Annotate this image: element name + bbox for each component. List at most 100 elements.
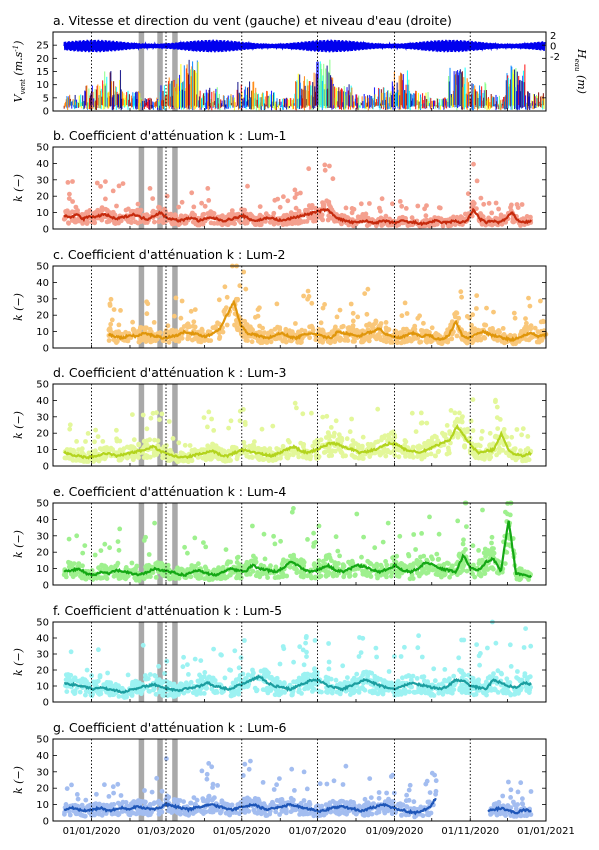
panel-c-point-846 [190,337,195,343]
panel-a-ylabel: Vvent (m.s-1) [12,41,27,103]
panel-d-point-101 [347,429,353,435]
panel-d-point-231 [448,408,454,413]
panel-c-point-90 [130,319,136,325]
panel-b-point-41 [306,166,312,172]
panel-d-point-844 [108,445,114,451]
panel-c-point-727 [258,340,263,346]
panel-c-point-704 [339,324,345,330]
panel-c-point-561 [307,335,312,341]
panel-b-point-774 [161,208,167,214]
panel-f-point-368 [301,662,307,668]
panel-c-point-891 [170,327,176,333]
panel-e-point-793 [92,552,98,558]
panel-d-point-899 [396,447,402,453]
panel-c-point-839 [350,318,356,324]
panel-b-point-349 [150,196,156,202]
panel-b-point-856 [397,215,402,221]
panel-b-point-109 [496,206,501,212]
panel-b-gray-band-0 [138,147,145,229]
panel-c-point-384 [474,293,480,298]
panel-e-title: e. Coefficient d'atténuation k : Lum-4 [53,484,286,499]
panel-f-point-49 [515,669,520,674]
panel-a-y-tick-label-5: 25 [36,41,49,52]
panel-e-point-298 [354,511,360,517]
panel-c-point-432 [188,308,194,314]
panel-b-point-348 [489,210,495,216]
panel-c-point-779 [329,329,335,335]
panel-b-point-618 [98,184,103,189]
panel-e-point-804 [196,576,202,581]
panel-e-point-797 [494,570,500,575]
panel-d-point-756 [176,440,182,446]
panel-d-point-784 [320,414,326,420]
panel-e-point-500 [219,576,225,581]
panel-e-point-835 [352,572,358,578]
panel-f-scatter-points [63,619,534,700]
panel-d-point-90 [201,415,207,420]
panel-b-point-851 [292,218,298,223]
panel-b-point-827 [196,222,202,228]
panel-c-point-778 [116,329,121,334]
panel-f-point-439 [238,655,244,661]
panel-d-point-425 [309,410,314,416]
panel-e-point-592 [436,556,442,562]
panel-c-point-489 [172,313,177,319]
panel-d-point-11 [85,431,91,436]
panel-e-ylabel: k (−) [12,530,25,558]
panel-b-point-339 [292,195,298,201]
panel-b-point-780 [75,208,80,213]
panel-c-point-621 [528,335,534,341]
panel-e-point-748 [182,544,188,550]
panel-e-point-812 [261,531,267,537]
panel-b-point-626 [322,162,328,168]
panel-e-point-664 [271,533,276,539]
panel-e-point-452 [185,550,190,556]
panel-b-trend-line [63,207,533,227]
panel-b-gray-band-1 [157,147,163,229]
panel-b-point-611 [103,179,108,185]
panel-b-point-589 [528,214,533,220]
panel-c-y-tick-label-0: 0 [43,344,49,355]
panel-d-point-481 [509,434,515,440]
panel-d-point-414 [270,423,276,429]
panel-d-point-614 [252,439,257,445]
panel-b-point-846 [379,196,385,202]
panel-a-gray-band-0 [138,32,145,111]
panel-c-point-27 [151,320,157,325]
panel-c-point-22 [399,313,405,319]
panel-b-point-779 [277,204,283,210]
panel-d-point-855 [418,410,424,416]
panel-c-point-280 [249,339,255,345]
panel-d-point-698 [285,438,291,443]
panel-b-point-603 [454,214,460,220]
panel-c-point-709 [411,326,416,332]
panel-e-point-833 [456,553,462,559]
panel-e-point-829 [164,565,170,571]
panel-d-point-680 [211,428,217,433]
panel-b-point-813 [478,211,483,216]
panel-d-point-869 [355,443,361,449]
panel-c-point-746 [528,323,534,329]
panel-f-point-96 [528,643,534,649]
panel-f-point-372 [419,674,425,680]
panel-b-point-432 [66,196,72,202]
panel-c-point-833 [388,338,394,344]
panel-e-point-532 [305,537,310,542]
panel-c-point-810 [145,301,151,307]
panel-c-point-843 [378,337,384,343]
panel-c-point-488 [524,320,529,326]
panel-e-point-407 [82,543,88,548]
panel-b-point-641 [135,201,141,207]
panel-c-point-530 [299,327,305,333]
panel-d-point-843 [433,453,438,459]
panel-e-point-101 [411,532,417,537]
panel-d-point-536 [114,427,119,433]
panel-b-point-879 [272,197,278,203]
panel-b-point-316 [281,194,286,200]
panel-e-point-843 [102,574,108,580]
panel-c-point-386 [532,325,538,331]
panel-b-point-852 [115,219,120,225]
panel-b-point-763 [519,202,525,207]
panel-c-point-890 [213,324,218,330]
panel-e-point-863 [336,561,341,566]
